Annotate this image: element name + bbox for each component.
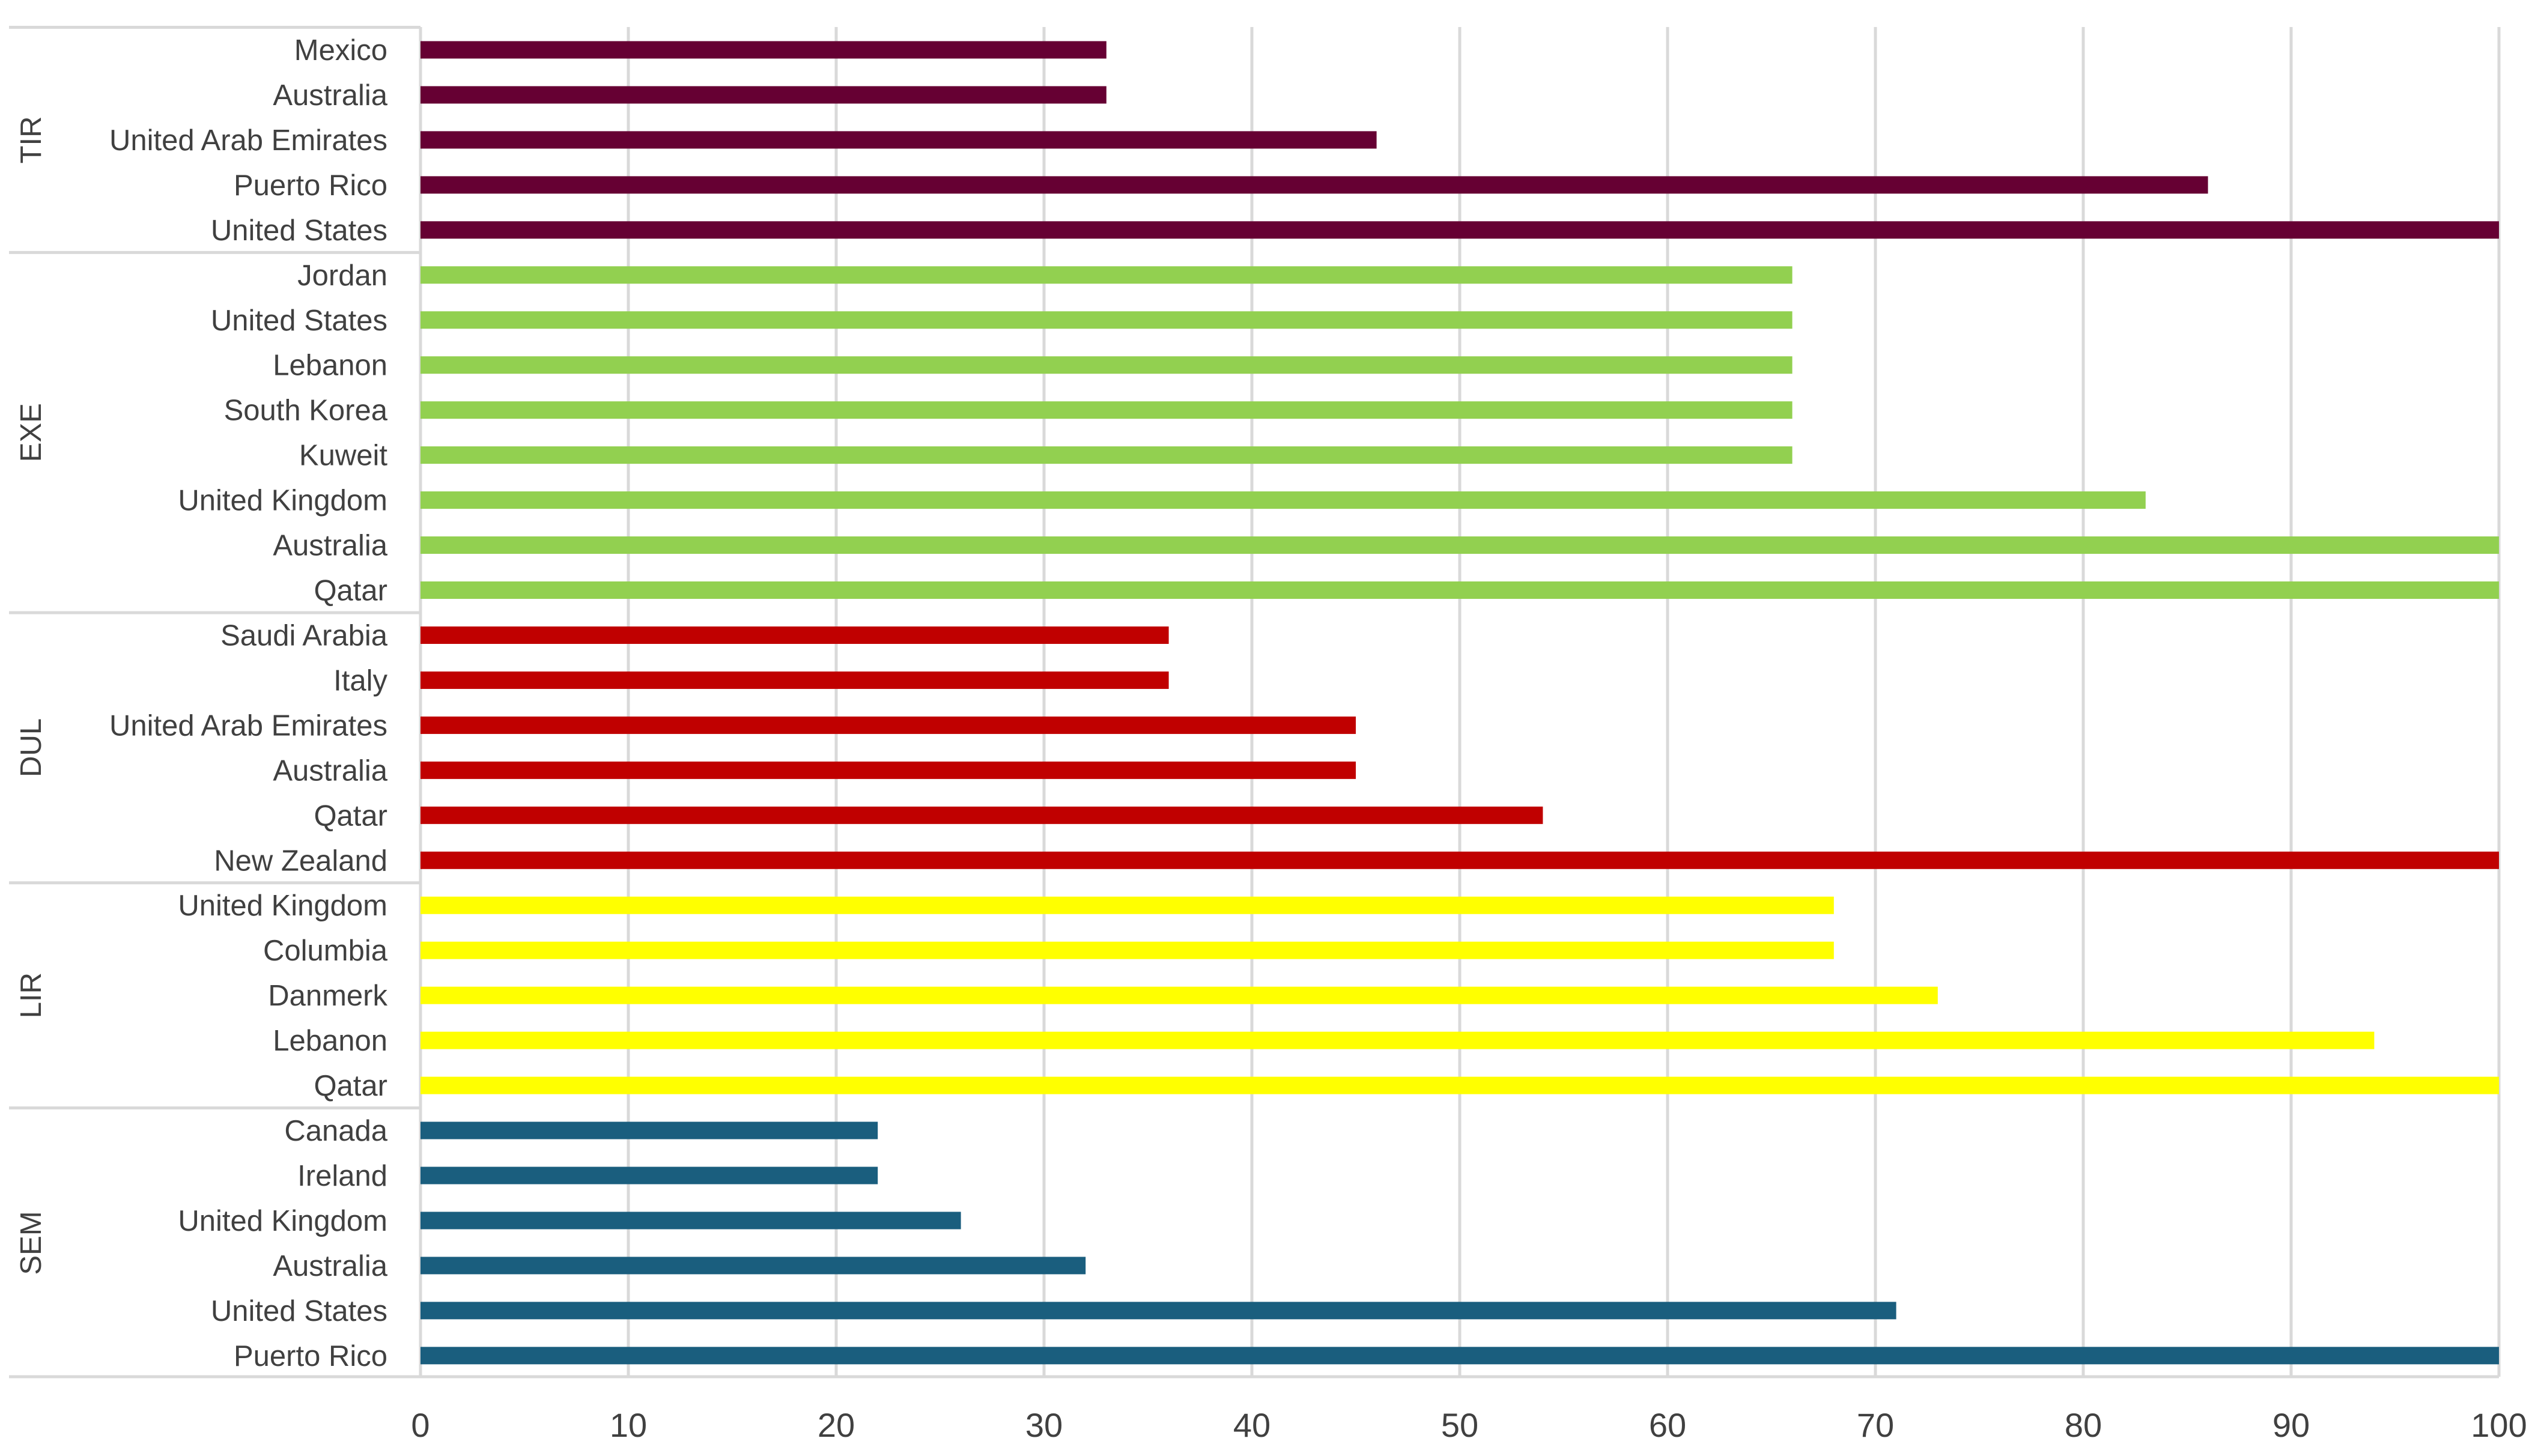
bar [420,311,1793,329]
group-label: SEM [15,1211,47,1275]
category-label: United Arab Emirates [109,124,387,157]
bar [420,266,1793,284]
category-label: Australia [273,79,387,112]
category-label: United States [211,305,387,337]
bar [420,1257,1086,1275]
category-label: United Arab Emirates [109,709,387,742]
x-axis-tick-labels: 0 10 20 30 40 50 60 70 80 90 100 [411,1406,2527,1444]
category-label: South Korea [224,395,388,427]
bar [420,761,1356,779]
category-label: United States [211,1295,387,1327]
category-label: Jordan [297,259,387,292]
category-label: United Kingdom [178,485,387,517]
bar [420,896,1834,914]
group-separators [9,26,2499,1379]
bar [420,86,1107,104]
category-label: Qatar [314,575,387,607]
group-labels: TIR EXE DUL LIR SEM [15,116,47,1275]
bar [420,176,2208,194]
bar [420,1166,878,1185]
category-label: Saudi Arabia [220,619,388,652]
category-label: Lebanon [273,350,387,382]
x-tick-label: 60 [1649,1406,1686,1444]
category-label: Puerto Rico [234,169,387,202]
bar [420,221,2499,239]
category-labels: Mexico Australia United Arab Emirates Puert… [109,34,388,1373]
bar [420,356,1793,374]
category-label: Italy [333,664,387,697]
group-label: DUL [15,718,47,777]
category-label: Qatar [314,799,387,832]
category-label: Australia [273,1250,387,1282]
category-label: United Kingdom [178,890,387,922]
x-tick-label: 10 [610,1406,647,1444]
bar [420,941,1834,959]
bar [420,581,2499,599]
bar [420,1347,2499,1365]
category-label: Kuweit [299,440,387,472]
category-label: Qatar [314,1070,387,1102]
group-label: TIR [15,116,47,163]
bar [420,671,1169,689]
group-label: EXE [15,403,47,462]
category-label: Ireland [297,1160,387,1192]
x-tick-label: 80 [2065,1406,2102,1444]
category-label: United Kingdom [178,1205,387,1237]
category-label: Lebanon [273,1025,387,1057]
bar [420,1076,2499,1094]
category-label: United States [211,214,387,247]
x-tick-label: 90 [2272,1406,2310,1444]
category-label: New Zealand [214,845,387,877]
bar [420,806,1543,824]
bar [420,1121,878,1139]
x-tick-label: 0 [411,1406,430,1444]
bar [420,851,2499,869]
bars [420,41,2499,1365]
category-label: Canada [284,1115,387,1147]
bar [420,626,1169,644]
bar [420,1031,2375,1049]
category-label: Mexico [294,34,387,67]
bar [420,446,1793,464]
category-label: Australia [273,754,387,787]
category-label: Danmerk [268,980,387,1012]
x-tick-label: 50 [1441,1406,1478,1444]
category-label: Columbia [263,935,388,967]
bar [420,131,1377,149]
category-label: Australia [273,530,387,562]
bar [420,491,2146,509]
category-label: Puerto Rico [234,1340,387,1373]
bar [420,536,2499,554]
x-tick-label: 20 [818,1406,855,1444]
bar [420,1212,961,1230]
x-tick-label: 70 [1857,1406,1894,1444]
bar [420,986,1938,1004]
x-tick-label: 30 [1025,1406,1063,1444]
bar [420,401,1793,419]
x-tick-label: 100 [2471,1406,2527,1444]
x-tick-label: 40 [1233,1406,1271,1444]
bar [420,41,1107,59]
bar [420,1302,1896,1320]
bar [420,716,1356,734]
group-label: LIR [15,972,47,1018]
